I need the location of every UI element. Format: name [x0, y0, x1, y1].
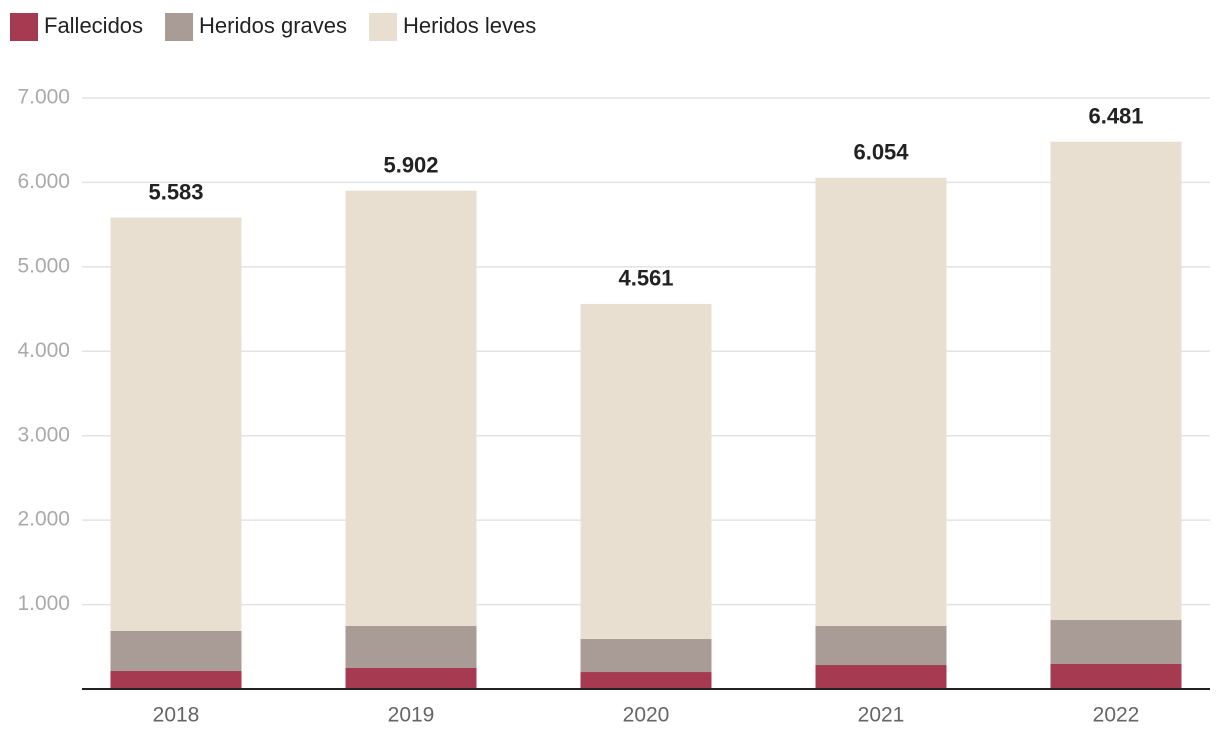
legend-label: Fallecidos: [44, 13, 143, 38]
y-tick-label: 7.000: [17, 86, 70, 109]
x-tick-label: 2018: [153, 704, 200, 727]
bar-segment: [110, 671, 242, 689]
x-tick-label: 2021: [858, 704, 905, 727]
total-label: 5.902: [383, 153, 438, 178]
y-tick-label: 1.000: [17, 592, 70, 615]
bar-segment: [580, 639, 712, 673]
bar-segment: [110, 630, 242, 672]
bar-segment: [1050, 620, 1182, 665]
bar-segment: [815, 177, 947, 627]
bar-segment: [345, 667, 477, 689]
legend-label: Heridos leves: [403, 13, 536, 38]
y-tick-label: 4.000: [17, 339, 70, 362]
bar-segment: [580, 672, 712, 689]
y-tick-label: 6.000: [17, 170, 70, 193]
bar-segment: [1050, 141, 1182, 621]
x-tick-label: 2019: [388, 704, 435, 727]
bar-segment: [345, 190, 477, 627]
y-tick-label: 3.000: [17, 423, 70, 446]
x-tick-label: 2020: [623, 704, 670, 727]
x-tick-label: 2022: [1093, 704, 1140, 727]
y-tick-label: 5.000: [17, 254, 70, 277]
bar-segment: [110, 217, 242, 631]
total-label: 6.481: [1088, 104, 1143, 129]
total-label: 6.054: [853, 140, 909, 165]
legend-label: Heridos graves: [199, 13, 347, 38]
legend-swatch: [165, 13, 194, 41]
bar-segment: [815, 665, 947, 689]
legend-swatch: [369, 13, 397, 41]
legend-swatch: [10, 13, 38, 41]
total-label: 4.561: [618, 266, 673, 291]
bar-segment: [345, 626, 477, 668]
total-label: 5.583: [148, 179, 203, 204]
y-tick-label: 2.000: [17, 508, 70, 531]
bar-segment: [1050, 664, 1182, 689]
bar-segment: [815, 626, 947, 666]
bar-segment: [580, 303, 712, 640]
